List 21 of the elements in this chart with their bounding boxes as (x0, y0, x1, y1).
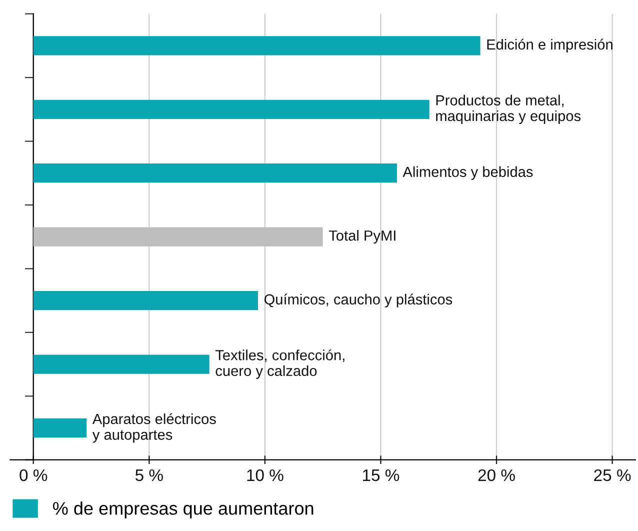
bar (33, 290, 258, 310)
x-tick-label: 25 % (594, 469, 631, 482)
x-tick-label: 15 % (363, 469, 400, 482)
bar (33, 164, 397, 183)
y-tick-label: Edición e impresión (487, 38, 612, 53)
y-tick-label: Productos de metal, maquinarias y equipos (436, 94, 581, 124)
y-tick-label: Textiles, confección, cuero y calzado (215, 349, 344, 379)
legend-label: % de empresas que aumentaron (53, 502, 314, 518)
bar (33, 36, 480, 56)
bar (33, 354, 210, 374)
x-tick-label: 5 % (135, 469, 163, 482)
y-tick-label: Alimentos y bebidas (402, 166, 533, 180)
y-tick-label: Aparatos eléctricos y autopartes (92, 413, 216, 443)
bar (33, 418, 87, 438)
x-tick-label: 0 % (20, 469, 48, 482)
y-tick-label: Químicos, caucho y plásticos (264, 294, 452, 308)
bar (33, 227, 323, 246)
bar (33, 100, 430, 119)
y-tick-label: Total PyMI (328, 230, 396, 244)
x-tick-label: 20 % (478, 469, 515, 482)
x-tick-label: 10 % (247, 469, 284, 482)
